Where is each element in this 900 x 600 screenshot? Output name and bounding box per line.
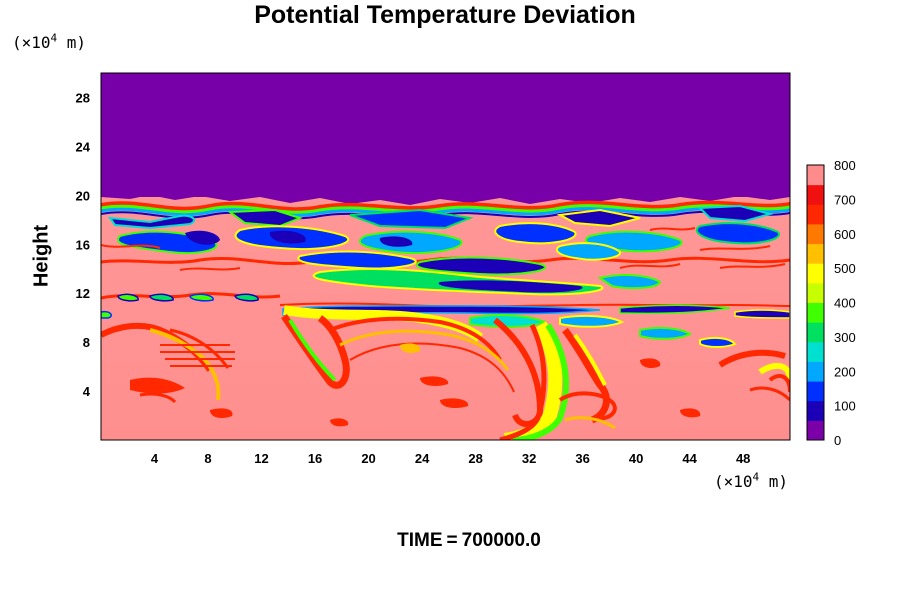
lower-layer-plumes bbox=[101, 305, 790, 440]
x-tick-label: 4 bbox=[151, 451, 159, 466]
colorbar-swatch bbox=[807, 341, 824, 362]
colorbar-swatch bbox=[807, 322, 824, 343]
colorbar-tick-label: 400 bbox=[834, 296, 856, 311]
x-tick-label: 16 bbox=[308, 451, 322, 466]
y-unit-label: (×104 m) bbox=[12, 33, 86, 53]
y-tick-label: 8 bbox=[83, 335, 90, 350]
chart-title: Potential Temperature Deviation bbox=[254, 1, 636, 29]
colorbar-tick-label: 0 bbox=[834, 433, 841, 448]
turbulent-band-upper bbox=[101, 200, 790, 296]
colorbar-swatch bbox=[807, 243, 824, 264]
colorbar-swatch bbox=[807, 361, 824, 382]
colorbar-swatch bbox=[807, 381, 824, 402]
x-tick-label: 20 bbox=[361, 451, 375, 466]
y-unit-prefix: (×10 bbox=[12, 33, 51, 52]
time-value: 700000.0 bbox=[461, 530, 541, 551]
x-unit-suffix: m) bbox=[759, 472, 789, 491]
time-label: TIME bbox=[397, 530, 443, 551]
plot-frame bbox=[100, 72, 791, 441]
turbulent-band-filaments bbox=[101, 227, 786, 271]
y-tick-label: 28 bbox=[76, 90, 90, 105]
colorbar-tick-label: 200 bbox=[834, 364, 856, 379]
colorbar-swatch bbox=[807, 184, 824, 205]
colorbar-swatch bbox=[807, 400, 824, 421]
time-readout: TIME = 700000.0 bbox=[0, 529, 900, 553]
x-tick-label: 44 bbox=[682, 451, 697, 466]
x-tick-label: 28 bbox=[468, 451, 482, 466]
y-tick-label: 12 bbox=[76, 286, 90, 301]
colorbar-swatch bbox=[807, 263, 824, 284]
x-tick-label: 24 bbox=[415, 451, 430, 466]
upper-layer-field bbox=[101, 73, 790, 197]
y-tick-label: 16 bbox=[76, 237, 90, 252]
plot-area bbox=[101, 73, 790, 440]
x-tick-label: 40 bbox=[629, 451, 643, 466]
x-unit-label: (×104 m) bbox=[714, 472, 788, 492]
x-axis-ticks: 4 8 12 16 20 24 28 32 36 40 44 48 bbox=[151, 451, 751, 466]
x-tick-label: 36 bbox=[575, 451, 589, 466]
colorbar-tick-label: 500 bbox=[834, 261, 856, 276]
y-unit-suffix: m) bbox=[57, 33, 87, 52]
colorbar-swatch bbox=[807, 302, 824, 323]
y-axis-ticks: 4 8 12 16 20 24 28 bbox=[76, 90, 91, 399]
colorbar-swatch bbox=[807, 223, 824, 245]
colorbar-tick-label: 300 bbox=[834, 330, 856, 345]
x-tick-label: 12 bbox=[254, 451, 268, 466]
colorbar-swatch bbox=[807, 204, 824, 225]
colorbar-swatch bbox=[807, 165, 824, 186]
colorbar-swatch bbox=[807, 282, 824, 303]
colorbar-tick-label: 800 bbox=[834, 158, 856, 173]
colorbar-tick-label: 700 bbox=[834, 192, 856, 207]
colorbar-swatch bbox=[807, 420, 824, 441]
x-tick-label: 32 bbox=[522, 451, 536, 466]
colorbar: 0 100 200 300 400 500 600 700 800 bbox=[806, 158, 856, 448]
y-tick-label: 24 bbox=[76, 139, 91, 154]
colorbar-tick-label: 600 bbox=[834, 227, 856, 242]
x-unit-prefix: (×10 bbox=[714, 472, 753, 491]
x-unit-exponent: 4 bbox=[752, 470, 760, 484]
colorbar-frame bbox=[806, 164, 825, 441]
y-tick-label: 20 bbox=[76, 188, 90, 203]
colorbar-tick-label: 100 bbox=[834, 399, 856, 414]
y-unit-exponent: 4 bbox=[50, 31, 58, 45]
time-equals: = bbox=[446, 530, 458, 551]
y-tick-label: 4 bbox=[83, 384, 91, 399]
upper-layer-boundary bbox=[101, 190, 790, 205]
x-tick-label: 8 bbox=[204, 451, 211, 466]
x-tick-label: 48 bbox=[736, 451, 750, 466]
